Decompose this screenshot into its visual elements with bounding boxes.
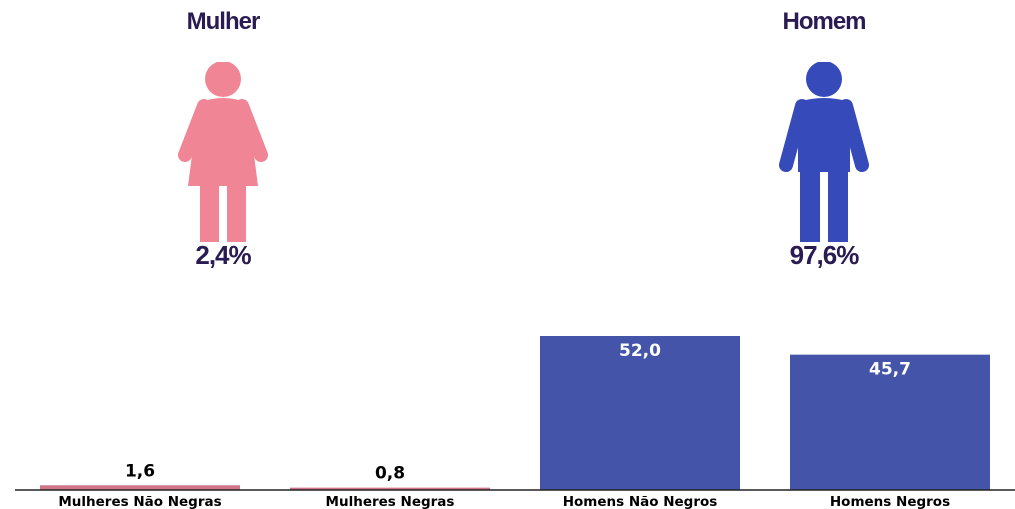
x-tick-label-1: Mulheres Negras — [326, 494, 455, 509]
female-share: 2,4% — [195, 240, 251, 270]
data-label-1: 0,8 — [375, 464, 405, 484]
x-tick-label-2: Homens Não Negros — [563, 494, 718, 509]
bar-3 — [790, 354, 990, 490]
bar-2 — [540, 336, 740, 490]
x-tick-label-0: Mulheres Não Negras — [58, 494, 221, 509]
data-label-0: 1,6 — [125, 461, 155, 481]
data-label-3: 45,7 — [869, 360, 911, 380]
male-share: 97,6% — [789, 240, 860, 270]
male-person-icon — [779, 62, 869, 242]
female-group-title: Mulher — [186, 8, 261, 35]
bar-1 — [290, 487, 490, 490]
x-tick-label-3: Homens Negros — [830, 494, 950, 509]
female-person-icon — [178, 62, 268, 242]
data-label-2: 52,0 — [619, 341, 661, 361]
bar-0 — [40, 485, 240, 490]
male-group-title: Homem — [782, 8, 866, 35]
